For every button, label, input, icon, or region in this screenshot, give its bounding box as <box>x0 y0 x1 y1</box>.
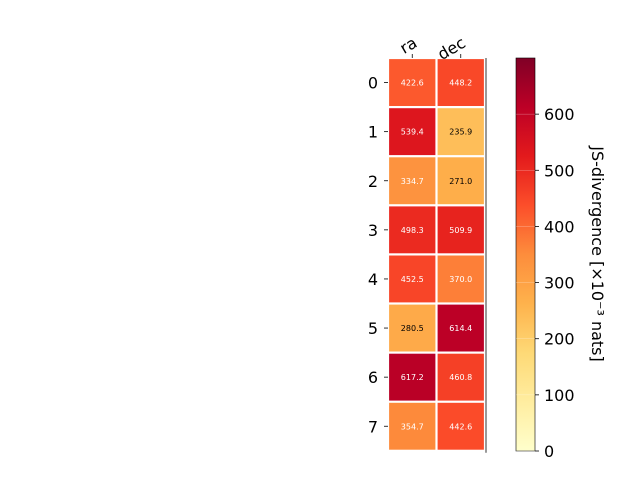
heatmap-cell <box>389 402 436 450</box>
heatmap-cell <box>389 206 436 254</box>
cell-value-label: 370.0 <box>449 275 472 284</box>
heatmap-cell <box>437 206 484 254</box>
colorbar-tick-label: 300 <box>544 274 575 293</box>
colorbar-tick-label: 500 <box>544 161 575 180</box>
heatmap-cell <box>437 402 484 450</box>
cell-value-label: 539.4 <box>401 128 424 137</box>
cell-value-label: 509.9 <box>449 226 472 235</box>
cell-value-label: 235.9 <box>449 128 472 137</box>
cell-value-label: 271.0 <box>449 177 472 186</box>
cell-value-label: 614.4 <box>449 324 472 333</box>
heatmap-cell <box>389 108 436 156</box>
row-tick-label: 6 <box>368 368 378 387</box>
cell-value-label: 448.2 <box>449 79 472 88</box>
heatmap-cell <box>437 304 484 352</box>
cell-value-label: 460.8 <box>449 373 472 382</box>
row-tick-label: 5 <box>368 319 378 338</box>
column-tick-label: ra <box>397 33 421 58</box>
colorbar-tick-label: 400 <box>544 217 575 236</box>
cell-value-label: 452.5 <box>401 275 424 284</box>
heatmap-cell <box>389 255 436 303</box>
heatmap-cell <box>389 59 436 106</box>
row-tick-label: 7 <box>368 417 378 436</box>
row-axis: 0 1 2 3 4 5 6 7 <box>368 74 388 436</box>
cell-value-label: 422.6 <box>401 79 424 88</box>
colorbar-tick-label: 600 <box>544 105 575 124</box>
cell-value-label: 442.6 <box>449 422 472 431</box>
colorbar-gradient <box>515 57 536 452</box>
row-tick-label: 2 <box>368 172 378 191</box>
cell-value-label: 617.2 <box>401 373 424 382</box>
colorbar-tick-label: 200 <box>544 330 575 349</box>
colorbar-label: JS-divergence [×10⁻³ nats] <box>588 145 607 361</box>
row-tick-label: 4 <box>368 270 378 289</box>
row-tick-label: 1 <box>368 123 378 142</box>
heatmap-cell <box>437 353 484 401</box>
colorbar: 0 100 200 300 400 500 600 <box>515 57 575 461</box>
cell-value-label: 498.3 <box>401 226 424 235</box>
row-tick-label: 0 <box>368 74 378 93</box>
heatmap-cell <box>389 304 436 352</box>
cell-value-label: 280.5 <box>401 324 424 333</box>
heatmap-cell <box>437 108 484 156</box>
heatmap-cell <box>437 255 484 303</box>
heatmap-cell <box>437 59 484 106</box>
colorbar-tick-label: 100 <box>544 386 575 405</box>
heatmap-cell <box>437 157 484 205</box>
cell-value-label: 334.7 <box>401 177 424 186</box>
heatmap-cell-labels: 422.6 448.2 539.4 235.9 334.7 271.0 498.3 509.9… <box>401 79 472 432</box>
heatmap-cells <box>389 59 484 450</box>
cell-value-label: 354.7 <box>401 422 424 431</box>
row-tick-label: 3 <box>368 221 378 240</box>
heatmap-cell <box>389 353 436 401</box>
colorbar-tick-label: 0 <box>544 442 554 461</box>
heatmap-cell <box>389 157 436 205</box>
